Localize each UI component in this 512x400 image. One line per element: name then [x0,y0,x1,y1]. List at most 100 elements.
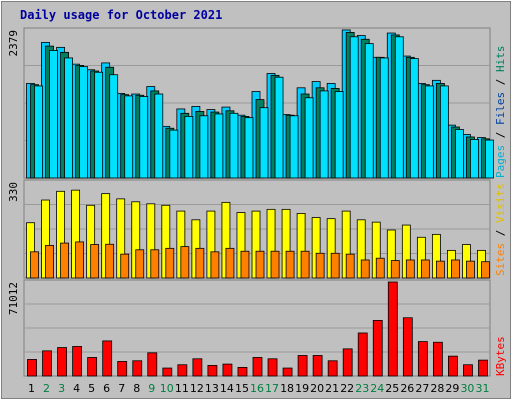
legend-separator: / [494,223,507,243]
bar-kbytes-day-2 [42,350,52,377]
x-tick-label-day-30: 30 [460,382,474,395]
bar-pages-day-3 [64,57,73,179]
bar-kbytes-day-3 [57,347,67,377]
bar-pages-day-26 [409,58,419,179]
bar-kbytes-day-31 [478,359,488,377]
legend-item-kbytes: KBytes [494,336,507,376]
x-tick-label-day-14: 14 [220,382,234,395]
x-tick-label-day-17: 17 [265,382,279,395]
bar-pages-day-29 [455,129,464,179]
x-tick-label-day-2: 2 [43,382,50,395]
bar-kbytes-day-19 [297,355,308,377]
bar-kbytes-day-14 [222,363,233,377]
chart-title: Daily usage for October 2021 [20,8,222,22]
bar-pages-day-24 [379,57,389,179]
bar-pages-day-5 [94,71,104,179]
x-tick-label-day-22: 22 [340,382,354,395]
bar-kbytes-day-8 [132,360,143,377]
bar-sites-day-7 [120,253,130,279]
bar-kbytes-day-15 [237,366,248,377]
bar-kbytes-day-26 [402,317,413,377]
bar-sites-day-4 [75,241,85,279]
bar-pages-day-18 [289,115,299,179]
bar-pages-day-22 [349,36,359,179]
bar-kbytes-day-22 [342,348,353,377]
bar-kbytes-day-17 [267,358,278,377]
bar-pages-day-10 [169,129,179,179]
bar-pages-day-6 [109,74,119,179]
x-tick-label-day-16: 16 [250,382,264,395]
bar-pages-day-11 [184,116,194,179]
bar-pages-day-23 [364,43,374,179]
bar-pages-day-7 [124,95,134,179]
x-tick-label-day-28: 28 [430,382,444,395]
bar-pages-day-27 [424,85,434,179]
bar-sites-day-19 [300,250,310,279]
bar-sites-day-20 [315,252,325,279]
legend-item-visits: Visits [494,183,507,223]
x-tick-label-day-26: 26 [400,382,414,395]
x-tick-label-day-24: 24 [370,382,384,395]
bar-kbytes-day-23 [357,332,368,377]
bar-sites-day-16 [255,250,265,279]
bar-sites-day-23 [360,259,370,279]
bar-sites-day-17 [270,250,280,279]
bar-pages-day-20 [319,90,329,179]
x-tick-label-day-3: 3 [58,382,65,395]
x-tick-label-day-7: 7 [118,382,125,395]
bar-pages-day-4 [79,66,89,179]
bar-sites-day-2 [45,245,54,279]
x-tick-label-day-4: 4 [73,382,80,395]
bar-sites-day-13 [210,251,220,279]
bar-sites-day-29 [451,259,460,279]
bar-kbytes-day-9 [147,352,158,377]
bar-kbytes-day-7 [117,361,128,377]
bar-kbytes-day-16 [252,357,263,377]
bar-sites-day-1 [30,251,39,279]
bar-pages-day-8 [139,96,149,179]
bar-kbytes-day-5 [87,357,98,377]
bar-pages-day-9 [154,93,164,179]
bar-pages-day-30 [470,139,479,179]
bar-pages-day-31 [485,139,494,179]
legend-hits-files-pages: Pages / Files / Hits [494,46,507,179]
bar-pages-day-21 [334,91,344,179]
bar-sites-day-30 [466,260,475,279]
bar-sites-day-14 [225,247,235,279]
bar-sites-day-15 [240,250,250,279]
bar-kbytes-day-25 [387,281,398,377]
x-tick-label-day-25: 25 [385,382,399,395]
bar-sites-day-11 [180,246,190,279]
x-tick-label-day-9: 9 [148,382,155,395]
bar-kbytes-day-18 [282,367,293,377]
x-tick-label-day-11: 11 [175,382,189,395]
bar-kbytes-day-29 [448,355,458,377]
x-tick-label-day-15: 15 [235,382,249,395]
bar-kbytes-day-12 [192,358,203,377]
bar-pages-day-25 [394,36,404,179]
bar-kbytes-day-28 [432,341,443,377]
bar-sites-day-9 [150,249,160,279]
x-tick-label-day-5: 5 [88,382,95,395]
x-tick-label-day-12: 12 [190,382,204,395]
x-tick-label-day-29: 29 [445,382,459,395]
x-tick-label-day-6: 6 [103,382,110,395]
bar-pages-day-28 [439,85,449,179]
bar-pages-day-14 [229,112,239,179]
legend-item-hits: Hits [494,46,507,73]
bar-sites-day-26 [405,259,415,279]
legend-item-files: Files [494,92,507,125]
legend-separator: / [494,72,507,92]
bar-sites-day-27 [420,259,430,279]
bar-kbytes-day-21 [327,360,338,377]
x-tick-label-day-27: 27 [415,382,429,395]
y-max-label-kbytes: 71012 [7,282,20,315]
bar-sites-day-25 [390,260,400,279]
bar-pages-day-13 [214,113,224,179]
panel-visits-sites: 330 Sites / Visits [7,179,507,279]
x-tick-label-day-20: 20 [310,382,324,395]
bar-kbytes-day-13 [207,365,218,377]
bar-kbytes-day-10 [162,367,173,377]
x-tick-label-day-21: 21 [325,382,339,395]
